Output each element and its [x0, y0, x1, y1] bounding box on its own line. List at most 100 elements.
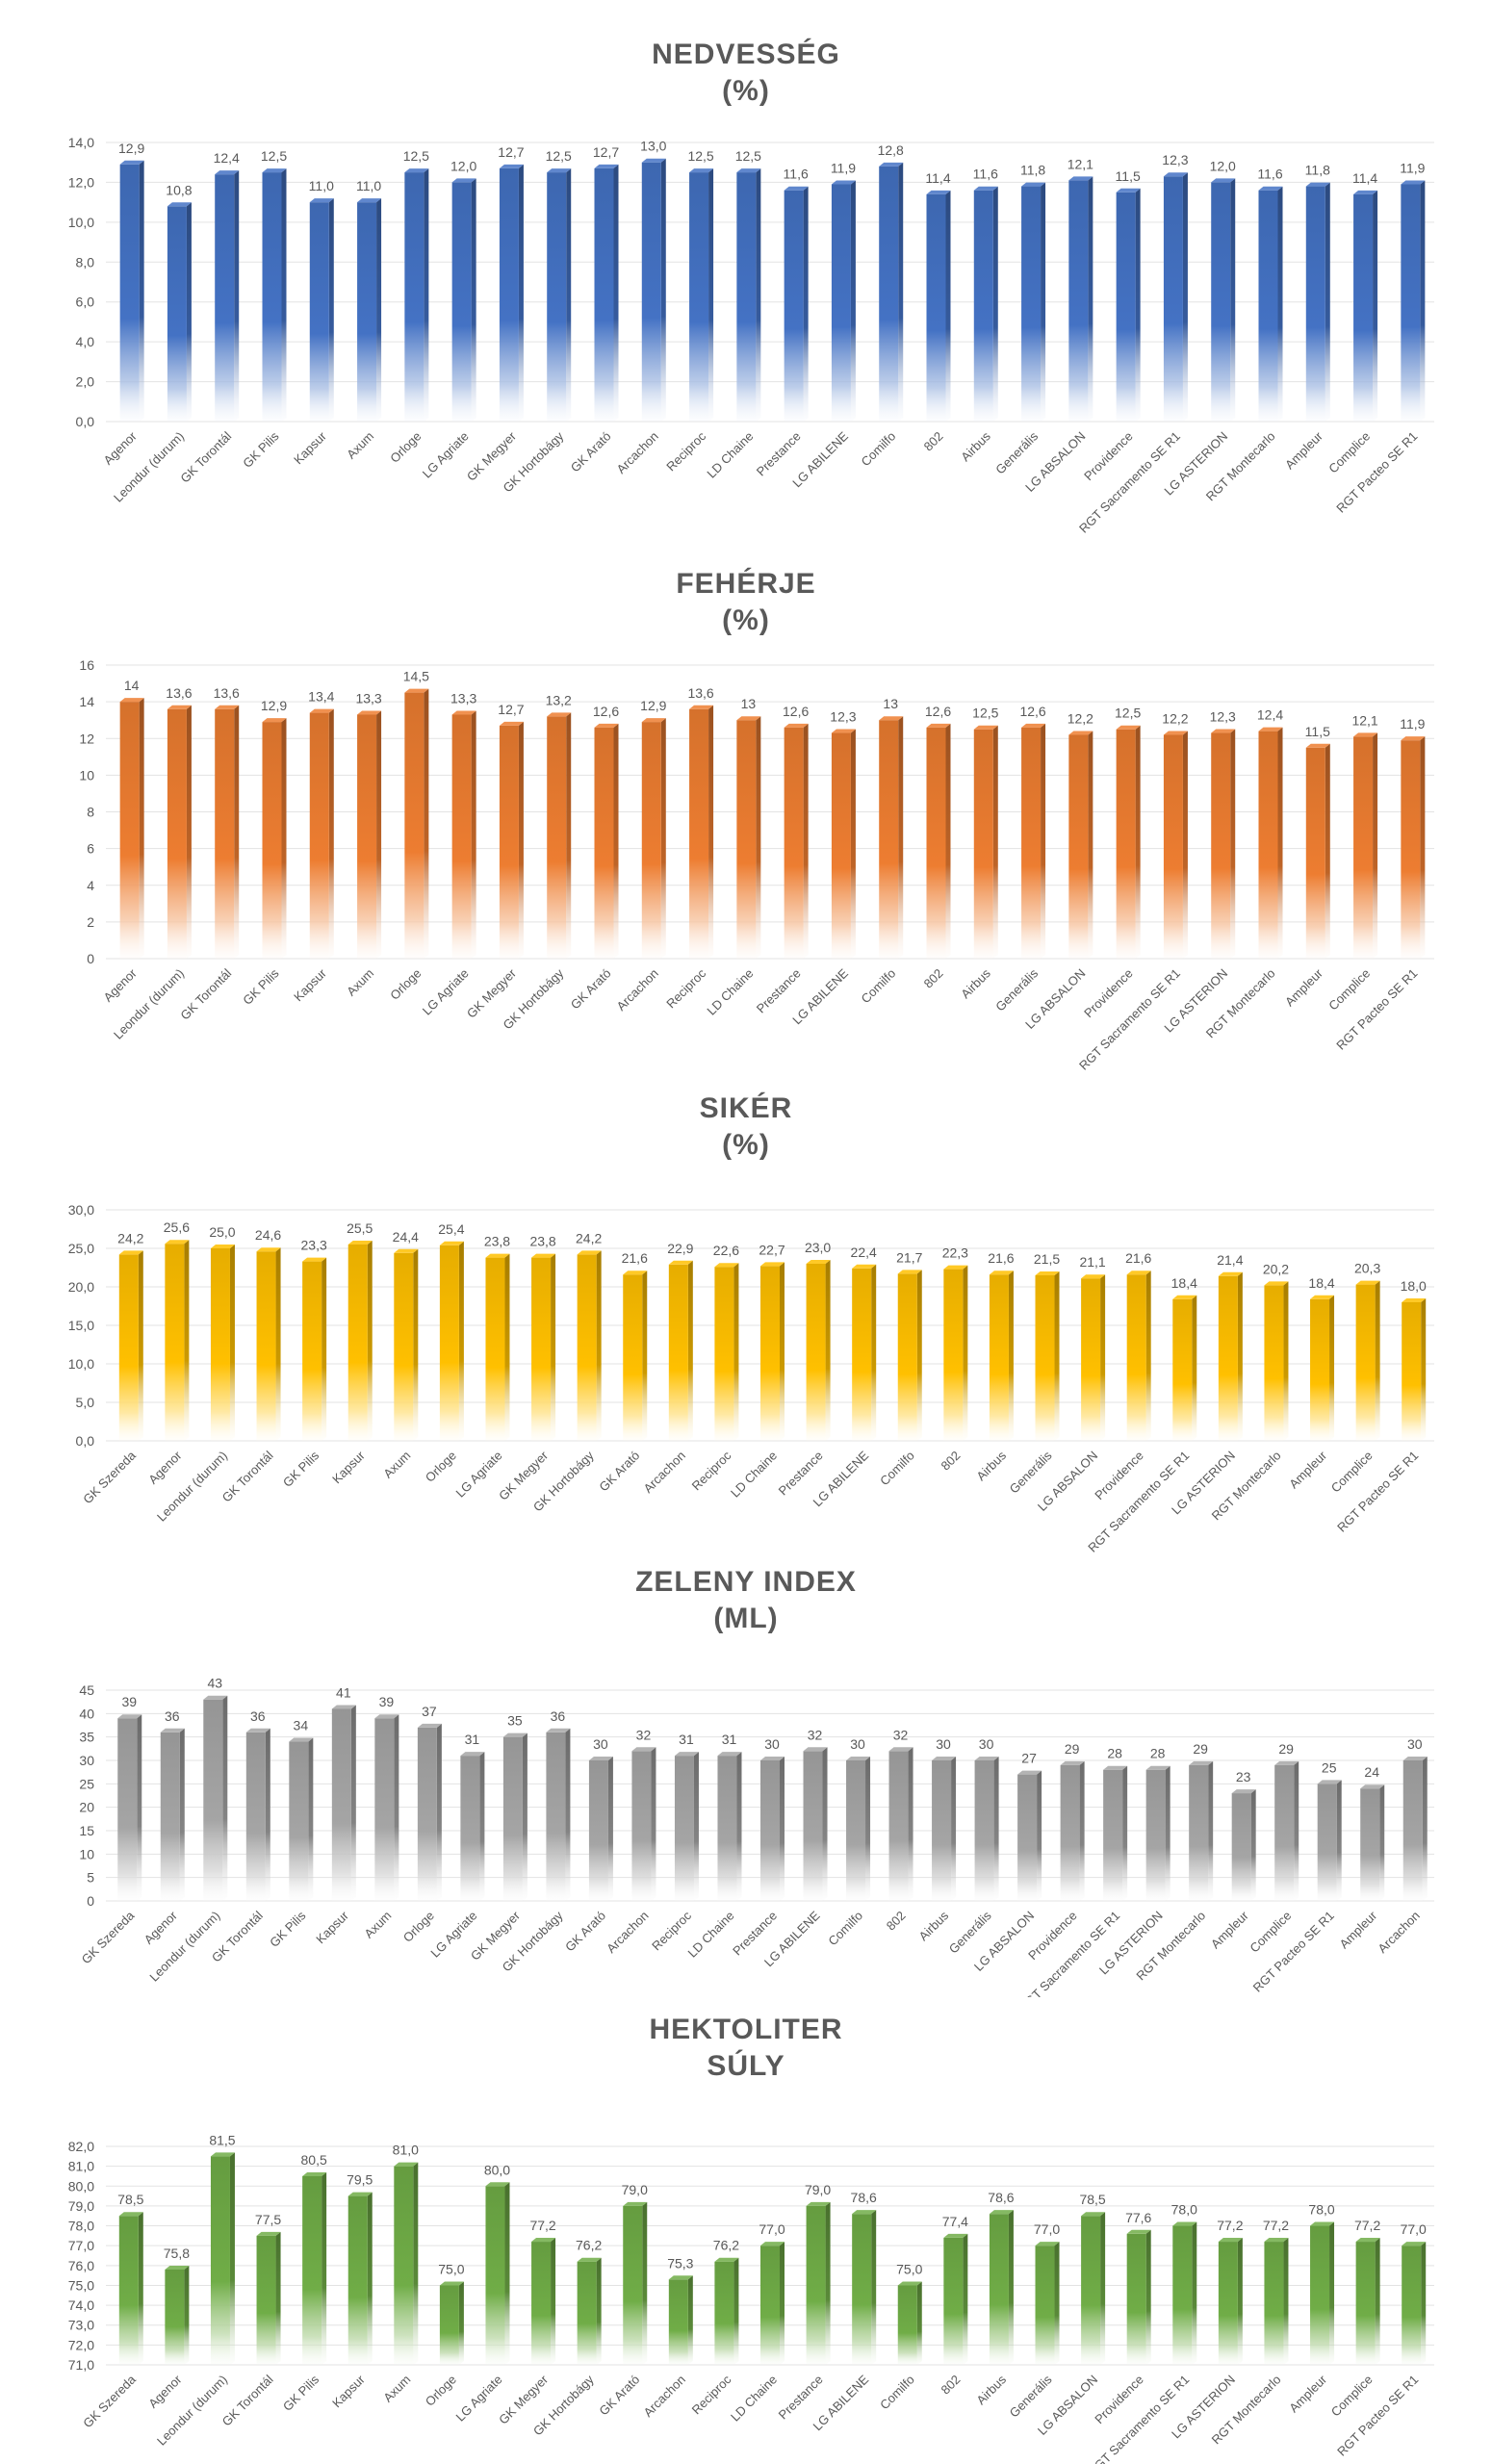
bar-top: [989, 1270, 1014, 1275]
chart-svg: 71,0 72,0 73,0 74,0 75,0 76,0 77,0 78,0 79,0 80,0…: [68, 2132, 1434, 2464]
bar-side: [945, 723, 951, 959]
bar-top: [531, 1253, 556, 1258]
bar: [262, 722, 282, 959]
x-tick-label: Airbus: [958, 428, 993, 464]
bar-group: [689, 705, 714, 959]
bar-side: [504, 2182, 510, 2365]
data-label: 39: [379, 1694, 395, 1709]
bar-group: [1258, 186, 1283, 422]
bar: [760, 1760, 780, 1901]
bar-group: [502, 1732, 527, 1901]
bar-group: [641, 158, 666, 422]
bar-group: [879, 716, 904, 959]
bar-group: [631, 1747, 656, 1901]
bar-group: [1021, 182, 1046, 422]
bar-group: [1401, 180, 1426, 422]
y-tick-label: 15: [79, 1823, 94, 1838]
bar: [1258, 190, 1278, 422]
data-label: 21,6: [622, 1250, 648, 1266]
bar-top: [439, 2281, 464, 2286]
bar-group: [118, 1250, 143, 1441]
bar-top: [302, 2171, 327, 2176]
bar: [118, 1254, 139, 1441]
bar: [417, 1727, 437, 1901]
bar-group: [215, 170, 240, 422]
data-label: 12,5: [1115, 706, 1141, 721]
data-label: 12,6: [593, 704, 619, 719]
bar-group: [1068, 176, 1093, 422]
bar-group: [160, 1728, 185, 1901]
data-label: 11,8: [1305, 163, 1330, 178]
bar-top: [831, 180, 856, 185]
bar-side: [458, 1241, 464, 1441]
data-label: 12,7: [593, 144, 619, 160]
data-label: 36: [165, 1708, 180, 1724]
bar-top: [256, 1247, 281, 1252]
x-tick-label: GK Arató: [568, 966, 614, 1013]
bar-group: [460, 1752, 485, 1901]
x-tick-label: LD Chaine: [704, 429, 756, 481]
bar-group: [714, 2257, 739, 2365]
data-label: 12,4: [1257, 707, 1283, 723]
bar-top: [485, 1253, 510, 1258]
bar-top: [119, 698, 144, 703]
bar-top: [852, 1264, 877, 1269]
bar-group: [1218, 2238, 1243, 2365]
x-tick-label: Prestance: [754, 966, 804, 1016]
bar-side: [184, 1240, 190, 1441]
data-label: 18,4: [1171, 1275, 1197, 1291]
bar-side: [504, 1253, 510, 1441]
bar-top: [1258, 186, 1283, 191]
bar-group: [760, 1757, 785, 1901]
x-tick-label: GK Szereda: [80, 2372, 139, 2430]
x-tick-label: Arcachon: [613, 966, 660, 1014]
bar-side: [566, 168, 572, 423]
bar-top: [760, 1757, 785, 1760]
bar-side: [1145, 1270, 1151, 1441]
x-tick-label: Generális: [992, 965, 1041, 1014]
bar-top: [117, 1714, 142, 1719]
bar-top: [714, 1263, 739, 1268]
bar-top: [577, 2257, 602, 2262]
bar-group: [1172, 2221, 1197, 2365]
bar: [852, 1268, 872, 1441]
bar-top: [451, 710, 476, 715]
bar-side: [1421, 2242, 1427, 2365]
bar-side: [898, 716, 904, 959]
bar-side: [1373, 190, 1378, 422]
bar-top: [357, 710, 382, 715]
bar: [888, 1751, 909, 1901]
data-label: 24: [1364, 1764, 1379, 1780]
bar-side: [596, 1250, 602, 1441]
bar-group: [943, 1265, 968, 1441]
data-label: 22,4: [851, 1245, 877, 1260]
bar-group: [1401, 736, 1426, 959]
x-tick-label: Kapsur: [329, 2372, 368, 2410]
bar: [1172, 1298, 1193, 1441]
x-tick-label: RGT Pacteo SE R1: [1334, 2373, 1421, 2459]
data-label: 81,5: [209, 2132, 235, 2147]
x-tick-label: GK Pilis: [240, 428, 282, 471]
data-label: 77,4: [942, 2214, 968, 2229]
bar-top: [1021, 723, 1046, 728]
bar-top: [502, 1732, 527, 1737]
x-tick-label: Orloge: [387, 429, 424, 466]
bar-top: [926, 723, 951, 728]
bar: [547, 172, 567, 423]
bar-top: [499, 164, 524, 168]
bar-side: [642, 2201, 648, 2365]
x-tick-label: GK Arató: [596, 1449, 642, 1495]
bar-top: [256, 2231, 281, 2236]
bar-side: [1088, 176, 1093, 422]
y-tick-label: 79,0: [68, 2198, 94, 2214]
bar: [1355, 2242, 1376, 2365]
bar-side: [281, 168, 287, 423]
bar-side: [1237, 1271, 1243, 1441]
bar-top: [1231, 1789, 1256, 1794]
bar: [852, 2214, 872, 2365]
bar-top: [1172, 1295, 1197, 1299]
bar: [714, 2261, 734, 2365]
data-label: 18,0: [1401, 1278, 1427, 1294]
bar-side: [376, 198, 382, 422]
bar-group: [485, 1253, 510, 1441]
